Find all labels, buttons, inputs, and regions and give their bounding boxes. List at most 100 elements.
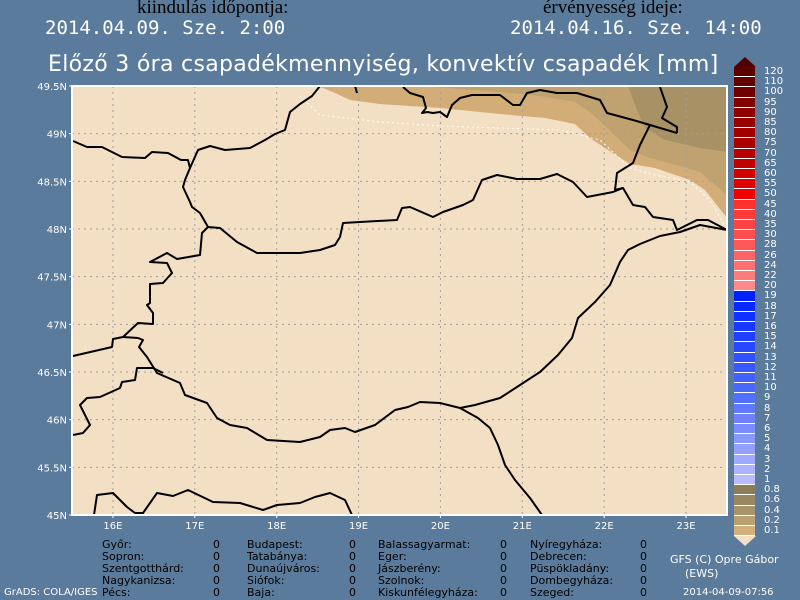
legend-item: 35 (734, 219, 794, 231)
legend-label: 35 (764, 219, 777, 230)
legend-label: 3 (764, 453, 771, 465)
lat-tick-label: 45.5N (37, 463, 67, 474)
station-value: 0 (640, 586, 647, 599)
legend-swatch (734, 485, 755, 496)
lat-tick-label: 49N (47, 130, 67, 141)
legend-bottom-triangle (734, 536, 756, 547)
legend-swatch (734, 179, 755, 190)
station-name-column: Nyíregyháza: Debrecen: Püspökladány: Dombeg… (530, 539, 613, 599)
legend-item: 17 (734, 311, 794, 322)
legend-label: 100 (764, 86, 784, 98)
legend-label: 14 (764, 341, 777, 353)
legend-item: 15 (734, 331, 794, 343)
legend-item: 24 (734, 259, 794, 271)
legend-swatch (734, 220, 755, 231)
legend-label: 80 (764, 127, 777, 139)
legend-swatch (734, 77, 755, 88)
legend-label: 110 (764, 76, 784, 88)
legend-item: 9 (734, 392, 794, 404)
legend-swatch (734, 413, 755, 424)
legend-label: 0.1 (764, 525, 780, 536)
lat-tick-label: 49.5N (37, 82, 67, 93)
legend-label: 20 (764, 280, 777, 292)
precip-contour-line (299, 95, 728, 231)
legend-item: 11 (734, 372, 794, 384)
legend-swatch (734, 475, 755, 486)
legend-swatch (734, 434, 755, 445)
legend-swatch (734, 291, 755, 302)
legend-swatch (734, 505, 755, 516)
legend-label: 13 (764, 351, 777, 363)
legend-swatch (734, 383, 755, 394)
legend-item: 20 (734, 280, 794, 292)
border-line (459, 224, 728, 409)
legend-item: 13 (734, 351, 794, 363)
legend-label: 55 (764, 178, 777, 190)
valid-time-value: 2014.04.16. Sze. 14:00 (510, 17, 762, 39)
station-name: Szolnok: (378, 574, 425, 587)
legend-item: 70 (734, 148, 794, 159)
valid-time-label: érvényesség ideje: (543, 0, 683, 18)
border-line (93, 489, 353, 516)
station-name-column: Balassagyarmat: Eger: Jászberény: Szolnok: K… (378, 539, 478, 599)
station-name-column: Budapest: Tatabánya: Dunaújváros: Siófok: Ba… (247, 539, 320, 599)
border-line (72, 85, 321, 169)
lat-tick-label: 45N (47, 511, 67, 522)
map-frame (71, 85, 728, 516)
legend-swatch (734, 250, 755, 261)
station-name: Eger: (378, 550, 407, 563)
legend-swatch (734, 148, 755, 159)
legend-swatch (734, 322, 755, 333)
station-name: Pécs: (102, 586, 131, 599)
station-value: 0 (500, 538, 507, 551)
legend-swatch (734, 352, 755, 363)
legend-label: 28 (764, 239, 777, 251)
legend-item: 120 (734, 66, 794, 78)
legend-swatch (734, 118, 755, 129)
border-line (72, 367, 164, 436)
legend-swatch (734, 495, 755, 506)
station-value: 0 (213, 538, 220, 551)
legend-item: 16 (734, 321, 794, 333)
legend-top-triangle (734, 57, 756, 67)
legend-item: 0.1 (734, 525, 794, 537)
border-line (354, 85, 358, 94)
legend-label: 15 (764, 331, 777, 343)
legend-swatch (734, 169, 755, 180)
country-borders (72, 85, 728, 516)
legend-swatch (734, 281, 755, 292)
legend-item: 2 (734, 464, 794, 475)
legend-label: 40 (764, 208, 777, 220)
legend-label: 7 (764, 412, 771, 424)
grid-lines (72, 86, 727, 515)
legend-swatch (734, 240, 755, 251)
map-title: Előző 3 óra csapadékmennyiség, konvektív… (48, 52, 719, 77)
lon-tick-label: 18E (267, 521, 286, 532)
station-value: 0 (213, 574, 220, 587)
lon-tick-label: 21E (513, 521, 532, 532)
border-line (659, 86, 678, 133)
legend-label: 0.6 (764, 494, 780, 506)
legend-label: 120 (764, 66, 784, 77)
legend-item: 85 (734, 117, 794, 129)
legend-label: 4 (764, 443, 771, 455)
legend-swatch (734, 403, 755, 414)
legend-label: 22 (764, 270, 777, 281)
legend-item: 65 (734, 158, 794, 169)
ews-text: (EWS) (685, 567, 719, 580)
station-value: 0 (349, 550, 356, 563)
legend-item: 14 (734, 341, 794, 353)
legend-item: 28 (734, 239, 794, 251)
lon-tick-label: 20E (431, 521, 450, 532)
legend-swatch (734, 515, 755, 526)
legend-label: 24 (764, 259, 777, 271)
legend-swatch (734, 362, 755, 373)
legend-swatch (734, 393, 755, 404)
station-value: 0 (500, 574, 507, 587)
legend-swatch (734, 342, 755, 353)
legend-label: 95 (764, 96, 777, 108)
border-line (402, 86, 678, 134)
init-time-label: kiindulás időpontja: (137, 0, 289, 18)
